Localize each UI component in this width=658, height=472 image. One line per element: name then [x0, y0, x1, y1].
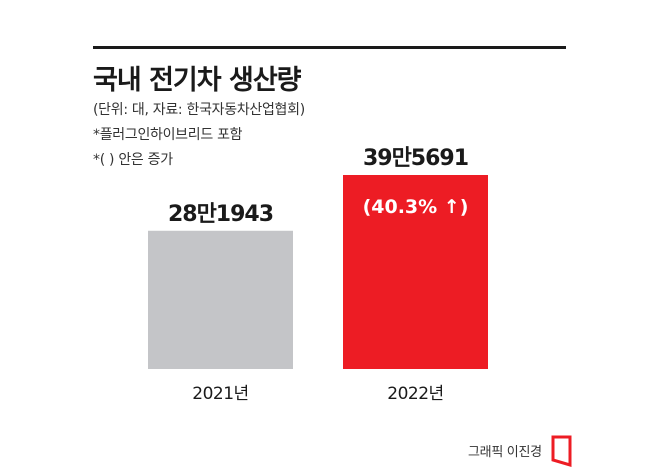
- hybrid-note: *플러그인하이브리드 포함: [93, 127, 243, 143]
- graphic-credit: 그래픽 이진경: [468, 445, 542, 460]
- chart-title: 국내 전기차 생산량: [93, 65, 302, 96]
- data-label-2022년: 39만5691: [363, 146, 468, 171]
- unit-source-note: (단위: 대, 자료: 한국자동차산업협회): [93, 102, 305, 118]
- parenthesis-note: *( ) 안은 증가: [93, 152, 173, 168]
- data-label-2021년: 28만1943: [168, 202, 273, 227]
- bar-2022년: [343, 175, 488, 369]
- x-tick-label-2022년: 2022년: [387, 384, 443, 404]
- publisher-logo-icon: [551, 435, 572, 468]
- top-rule: [93, 46, 566, 49]
- bar-2021년: [148, 230, 293, 369]
- x-tick-label-2021년: 2021년: [192, 384, 248, 404]
- growth-annotation: (40.3% ↑): [363, 196, 469, 218]
